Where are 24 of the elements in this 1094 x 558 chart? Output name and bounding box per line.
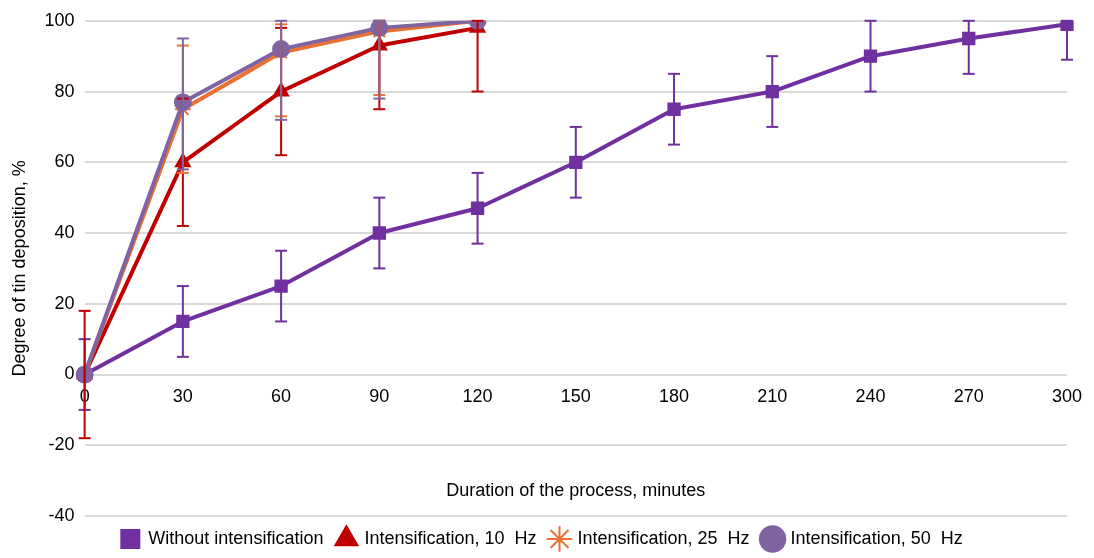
legend-label: Intensification, 25 Hz (577, 527, 750, 548)
y-tick-label: 0 (64, 363, 75, 384)
y-tick-label: 60 (54, 151, 75, 172)
legend-label: Intensification, 50 Hz (790, 527, 963, 548)
y-tick-label: -20 (48, 434, 75, 455)
x-tick-label: 300 (1051, 386, 1083, 407)
y-tick-label: 100 (44, 9, 75, 30)
x-tick-label: 150 (560, 386, 591, 407)
y-tick-label: 40 (54, 222, 75, 242)
y-tick-label: 20 (54, 292, 75, 313)
x-tick-label: 210 (757, 386, 788, 407)
x-tick-label: 60 (271, 386, 292, 407)
y-tick-label: 80 (54, 80, 75, 101)
x-tick-label: 90 (369, 386, 390, 407)
y-tick-label: -40 (48, 504, 75, 525)
x-tick-label: 120 (462, 386, 493, 407)
x-tick-label: 180 (659, 386, 690, 407)
legend-label: Intensification, 10 Hz (364, 527, 537, 548)
x-axis-title: Duration of the process, minutes (446, 479, 706, 500)
legend-label: Without intensification (148, 527, 324, 548)
x-tick-label: 30 (172, 386, 193, 407)
x-tick-label: 270 (953, 386, 984, 407)
x-tick-label: 240 (855, 386, 886, 407)
y-axis-title: Degree of tin deposition, % (8, 160, 29, 377)
